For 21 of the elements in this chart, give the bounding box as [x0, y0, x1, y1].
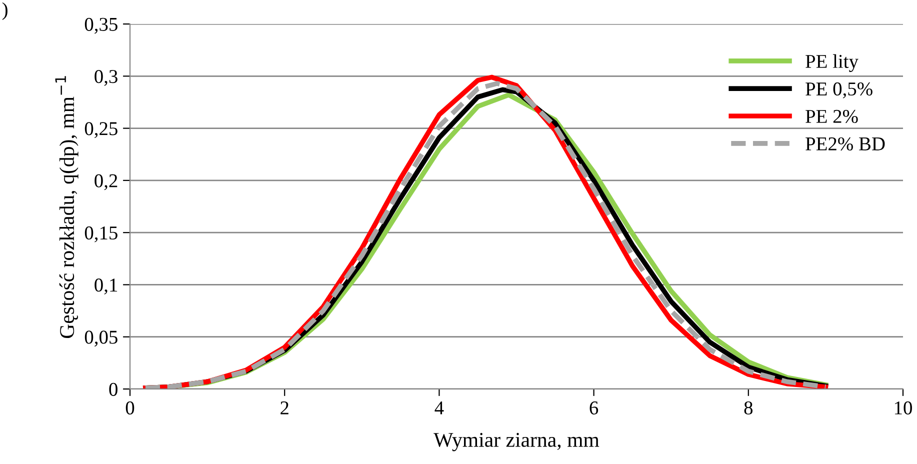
- x-tick-label: 6: [590, 401, 598, 414]
- x-tick-label: 2: [280, 401, 288, 414]
- legend-label: PE lity: [806, 54, 858, 72]
- legend-label: PE 2%: [806, 110, 858, 124]
- text: ): [2, 2, 8, 20]
- y-axis-title: Gęstość rozkładu, q(dp), mm$^{−1}$: [55, 76, 78, 338]
- y-tick-label: 0,15: [84, 226, 118, 242]
- y-tick-label: 0,1: [94, 278, 118, 294]
- y-tick-label: 0,3: [94, 70, 118, 86]
- y-tick-label: 0,05: [84, 330, 118, 347]
- x-tick-label: 4: [434, 402, 444, 414]
- legend-label: PE2% BD: [806, 137, 885, 151]
- x-tick-label: 8: [744, 401, 753, 414]
- y-tick-label: 0: [109, 382, 118, 396]
- legend-label: PE 0,5%: [806, 82, 872, 98]
- y-tick-label: 0,25: [84, 122, 118, 138]
- y-tick-label: 0,35: [84, 18, 118, 34]
- x-tick-label: 0: [126, 401, 134, 414]
- y-tick-label: 0,2: [94, 174, 118, 190]
- x-tick-label: 10: [894, 401, 912, 414]
- x-axis-title: Wymiar ziarna, mm: [434, 432, 600, 452]
